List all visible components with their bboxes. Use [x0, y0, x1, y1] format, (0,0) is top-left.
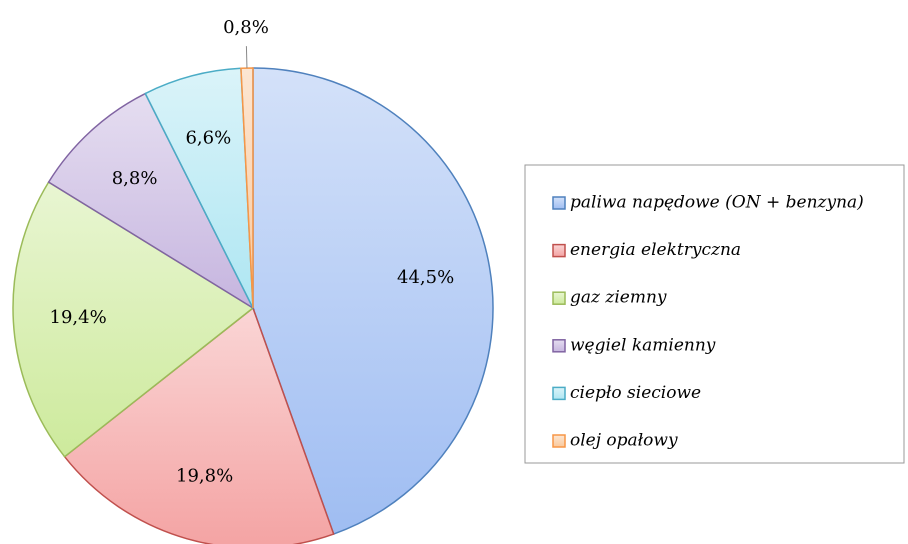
legend-swatch [552, 386, 566, 401]
legend-label: paliwa napędowe (ON + benzyna) [570, 193, 864, 213]
data-label: 19,4% [50, 307, 107, 328]
data-label: 19,8% [176, 465, 233, 486]
legend-label: ciepło sieciowe [570, 383, 701, 403]
data-label: 44,5% [397, 267, 454, 288]
data-label: 6,6% [185, 128, 231, 149]
legend-swatch [552, 291, 566, 305]
pie-slice [12, 181, 255, 458]
pie-slice [47, 92, 255, 311]
legend-label: gaz ziemny [570, 288, 667, 308]
pie-slice [63, 306, 335, 544]
legend-swatch [552, 339, 566, 353]
data-label: 8,8% [112, 168, 158, 189]
data-label: 0,8% [223, 17, 269, 38]
pie-slice [252, 67, 494, 535]
leader-line [245, 46, 248, 69]
legend-label: energia elektryczna [570, 240, 741, 260]
legend-swatch [552, 434, 566, 448]
legend-swatch [552, 196, 566, 210]
legend-box [524, 164, 905, 464]
legend-label: olej opałowy [570, 431, 678, 451]
legend-swatch [552, 243, 566, 258]
legend-label: węgiel kamienny [570, 335, 716, 355]
